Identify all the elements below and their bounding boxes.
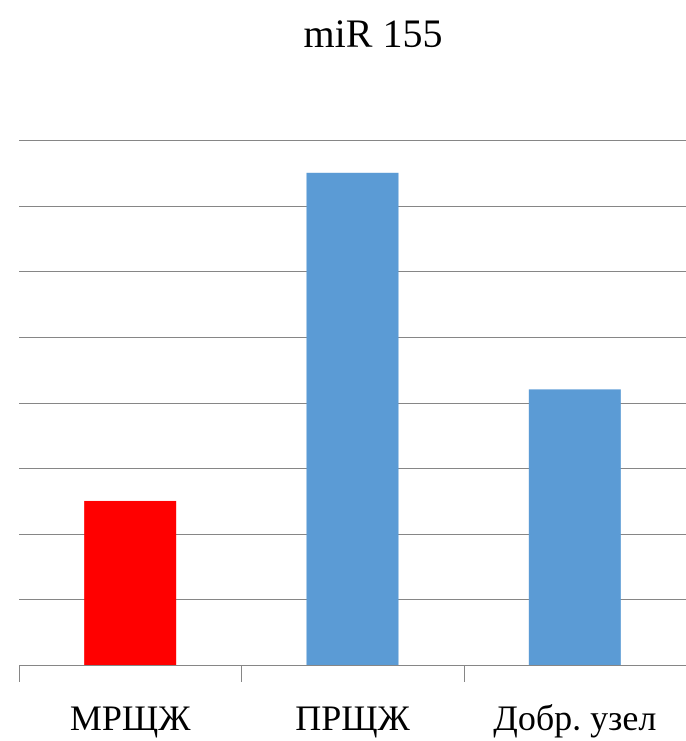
bar: [84, 500, 177, 665]
bar: [528, 389, 621, 665]
x-tick-label: МРЩЖ: [70, 698, 191, 738]
bars: [84, 172, 621, 665]
x-tick-labels: МРЩЖ ПРЩЖ Добр. узел: [70, 698, 657, 738]
x-axis: [19, 665, 686, 682]
x-tick-label: ПРЩЖ: [295, 698, 410, 738]
bar: [306, 172, 399, 665]
chart-title: miR 155: [304, 11, 443, 56]
x-tick-label: Добр. узел: [493, 698, 656, 738]
